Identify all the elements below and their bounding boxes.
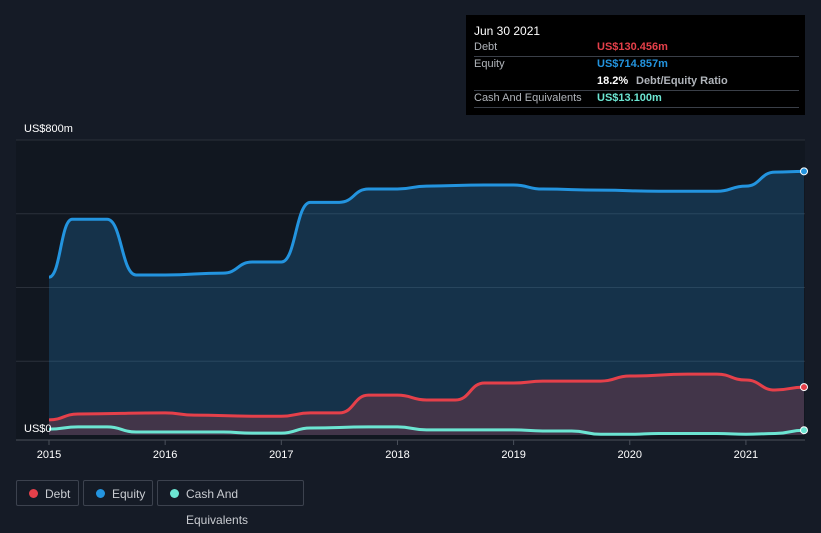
tooltip-equity-label: Equity [474, 58, 505, 70]
legend-equity[interactable]: Equity [83, 480, 153, 506]
legend-debt[interactable]: Debt [16, 480, 79, 506]
equity-end-point [800, 167, 808, 176]
cash-and-equivalents-line [48, 425, 805, 436]
legend-cash[interactable]: Cash And Equivalents [157, 480, 304, 527]
cash-dot-icon [170, 489, 179, 498]
x-tick-label: 2016 [153, 449, 177, 461]
y-label-top: US$800m [24, 123, 73, 135]
x-tick-label: 2019 [501, 449, 525, 461]
legend-cash-label: Cash And Equivalents [186, 487, 249, 527]
legend-equity-label: Equity [112, 487, 146, 501]
x-tick-label: 2021 [734, 449, 758, 461]
legend-debt-label: Debt [45, 487, 71, 501]
tooltip-ratio-label: Debt/Equity Ratio [636, 75, 728, 87]
x-tick-label: 2020 [618, 449, 642, 461]
debt-area [49, 374, 804, 435]
tooltip-equity-value: US$714.857m [597, 58, 668, 70]
equity-area [49, 171, 804, 435]
tooltip-date: Jun 30 2021 [474, 24, 541, 38]
tooltip-ratio-value: 18.2% [597, 75, 629, 87]
tooltip-debt-label: Debt [474, 41, 498, 53]
tooltip-cash-label: Cash And Equivalents [474, 92, 582, 104]
tooltip-debt-value: US$130.456m [597, 41, 668, 53]
tooltip: Jun 30 2021 Debt US$130.456m Equity US$714… [466, 15, 805, 115]
x-tick-label: 2018 [385, 449, 409, 461]
equity-line [48, 169, 805, 279]
y-label-bottom: US$0 [24, 423, 52, 435]
tooltip-cash-value: US$13.100m [597, 92, 662, 104]
x-tick-label: 2017 [269, 449, 293, 461]
debt-dot-icon [29, 489, 38, 498]
debt-line [48, 372, 805, 422]
x-tick-label: 2015 [37, 449, 61, 461]
equity-dot-icon [96, 489, 105, 498]
debt-end-point [800, 383, 808, 392]
cash-and-equivalents-end-point [800, 426, 808, 435]
